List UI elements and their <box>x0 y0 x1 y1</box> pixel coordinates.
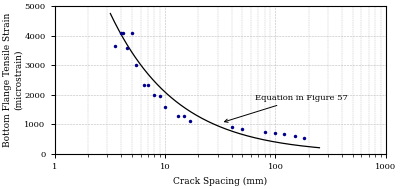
X-axis label: Crack Spacing (mm): Crack Spacing (mm) <box>173 176 267 186</box>
Text: Equation in Figure 57: Equation in Figure 57 <box>224 94 348 122</box>
Y-axis label: Bottom Flange Tensile Strain
(microstrain): Bottom Flange Tensile Strain (microstrai… <box>4 13 23 147</box>
